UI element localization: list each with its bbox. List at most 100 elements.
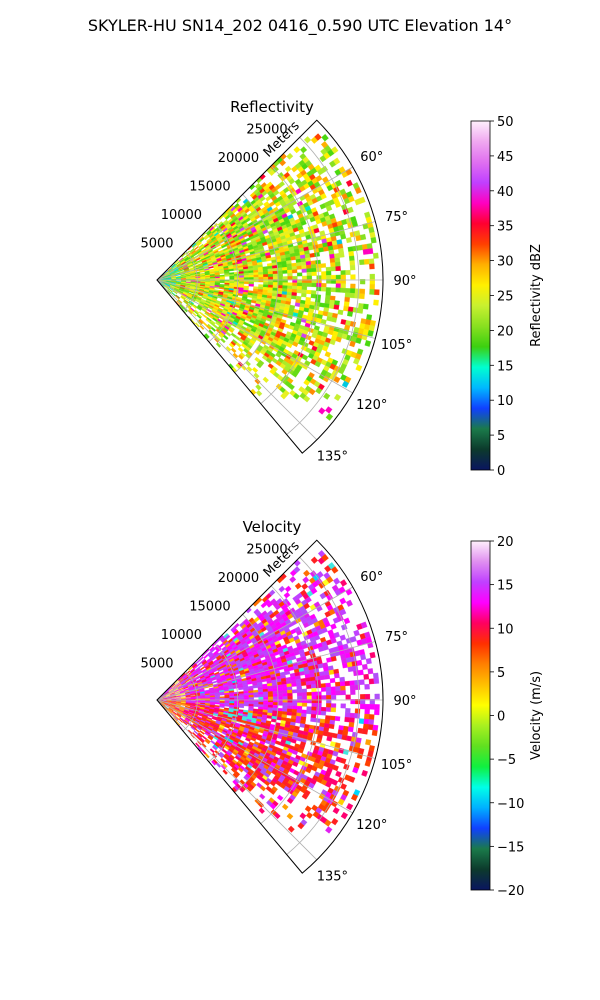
reflectivity-gate bbox=[329, 258, 336, 264]
velocity-gate bbox=[253, 701, 259, 705]
velocity-gate bbox=[360, 653, 367, 661]
reflectivity-gate bbox=[369, 263, 375, 270]
velocity-colorbar-tick-label: 15 bbox=[497, 579, 514, 594]
reflectivity-gate bbox=[300, 261, 307, 266]
velocity-gate bbox=[326, 690, 332, 696]
velocity-field bbox=[156, 550, 380, 834]
reflectivity-gate bbox=[296, 289, 303, 294]
velocity-gate bbox=[291, 682, 297, 687]
velocity-gate bbox=[362, 723, 369, 730]
velocity-gate bbox=[372, 724, 379, 731]
reflectivity-gate bbox=[330, 262, 336, 268]
reflectivity-gate bbox=[370, 237, 377, 244]
reflectivity-gate bbox=[326, 270, 332, 276]
velocity-gate bbox=[243, 695, 250, 698]
reflectivity-gate bbox=[294, 302, 301, 307]
reflectivity-gate bbox=[296, 285, 303, 290]
reflectivity-gate bbox=[335, 261, 341, 267]
velocity-gate bbox=[311, 710, 317, 715]
velocity-gate bbox=[345, 694, 351, 700]
reflectivity-gate bbox=[332, 244, 339, 250]
velocity-gate bbox=[330, 686, 336, 692]
velocity-gate bbox=[239, 695, 245, 698]
velocity-gate bbox=[316, 703, 322, 708]
velocity-gate bbox=[364, 708, 370, 715]
velocity-gate bbox=[311, 702, 317, 708]
reflectivity-gate bbox=[366, 243, 373, 250]
velocity-gate bbox=[340, 783, 347, 791]
velocity-gate bbox=[302, 576, 310, 584]
reflectivity-gate bbox=[320, 263, 327, 268]
reflectivity-gate bbox=[246, 365, 253, 372]
velocity-gate bbox=[326, 736, 333, 742]
velocity-gate bbox=[306, 684, 312, 689]
velocity-gate bbox=[297, 695, 303, 700]
velocity-gate bbox=[311, 695, 317, 700]
velocity-gate bbox=[368, 714, 375, 720]
reflectivity-gate bbox=[192, 312, 197, 317]
velocity-gate bbox=[345, 708, 351, 714]
velocity-gate bbox=[258, 694, 264, 698]
reflectivity-gate bbox=[263, 281, 269, 286]
velocity-gate bbox=[293, 559, 301, 567]
reflectivity-gate bbox=[362, 303, 369, 310]
velocity-gate bbox=[340, 685, 346, 691]
reflectivity-gate bbox=[254, 378, 261, 385]
reflectivity-gate bbox=[284, 165, 292, 173]
velocity-gate bbox=[263, 691, 269, 695]
reflectivity-gate bbox=[311, 267, 317, 273]
velocity-gate bbox=[330, 623, 337, 630]
velocity-gate bbox=[356, 659, 363, 666]
velocity-gate bbox=[368, 678, 375, 685]
reflectivity-gate bbox=[310, 264, 317, 269]
velocity-gate bbox=[353, 670, 359, 676]
reflectivity-gate bbox=[282, 285, 288, 289]
reflectivity-gate bbox=[282, 266, 288, 271]
reflectivity-field bbox=[156, 133, 380, 421]
reflectivity-gate bbox=[303, 136, 312, 144]
velocity-gate bbox=[324, 674, 331, 680]
reflectivity-gate bbox=[315, 259, 321, 265]
velocity-gate bbox=[325, 686, 332, 692]
velocity-gate bbox=[365, 739, 372, 746]
reflectivity-gate bbox=[330, 287, 337, 293]
velocity-radial-tick-label: 15000 bbox=[189, 599, 230, 614]
velocity-gate bbox=[268, 696, 274, 700]
reflectivity-gate bbox=[292, 285, 298, 290]
velocity-gate bbox=[248, 697, 254, 700]
velocity-gate bbox=[282, 705, 288, 709]
velocity-gate bbox=[209, 748, 215, 754]
reflectivity-gate bbox=[350, 274, 356, 280]
velocity-gate bbox=[364, 713, 370, 720]
velocity-gate bbox=[277, 687, 283, 692]
reflectivity-azimuth-tick-label: 105° bbox=[381, 338, 412, 353]
velocity-gate bbox=[263, 696, 269, 700]
velocity-gate bbox=[212, 680, 218, 684]
velocity-gate bbox=[243, 692, 249, 696]
reflectivity-gate bbox=[248, 272, 254, 276]
reflectivity-gate bbox=[286, 266, 293, 271]
reflectivity-gate bbox=[345, 179, 353, 187]
velocity-gate bbox=[286, 686, 293, 691]
velocity-gate bbox=[369, 651, 376, 659]
velocity-gate bbox=[224, 704, 230, 707]
reflectivity-gate bbox=[287, 282, 293, 287]
reflectivity-gate bbox=[277, 276, 283, 280]
velocity-gate bbox=[296, 709, 303, 714]
reflectivity-gate bbox=[321, 133, 329, 142]
velocity-gate bbox=[342, 662, 348, 669]
velocity-gate bbox=[363, 673, 370, 680]
velocity-gate bbox=[335, 690, 341, 696]
reflectivity-gate bbox=[234, 275, 240, 279]
velocity-gate bbox=[367, 668, 374, 675]
reflectivity-gate bbox=[315, 294, 322, 299]
velocity-gate bbox=[258, 807, 265, 814]
velocity-gate bbox=[281, 803, 289, 811]
velocity-gate bbox=[287, 692, 293, 697]
velocity-gate bbox=[301, 709, 307, 714]
reflectivity-gate bbox=[243, 272, 249, 276]
velocity-gate bbox=[299, 723, 306, 728]
velocity-gate bbox=[258, 701, 264, 705]
velocity-gate bbox=[364, 683, 370, 690]
